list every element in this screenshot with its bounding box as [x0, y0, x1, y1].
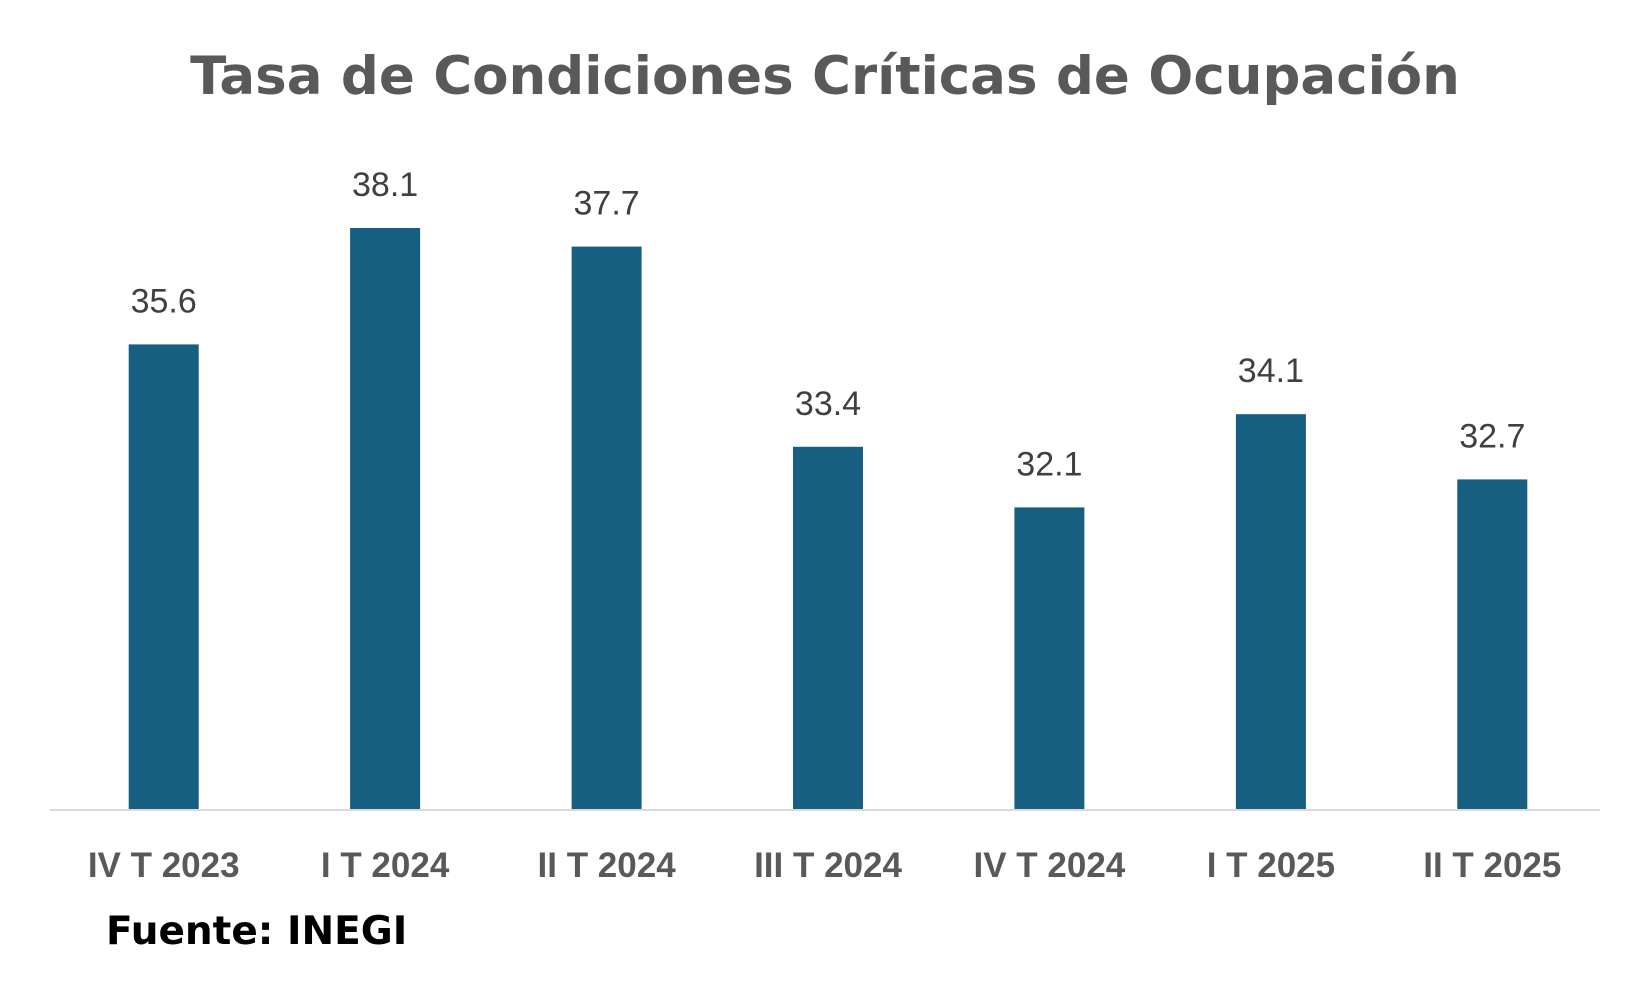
x-tick-label-6: II T 2025 [1423, 846, 1561, 885]
data-label-1: 38.1 [352, 166, 418, 204]
data-label-2: 37.7 [574, 185, 640, 223]
chart-title: Tasa de Condiciones Críticas de Ocupació… [190, 46, 1460, 107]
bar-4 [1014, 507, 1085, 810]
source-note: Fuente: INEGI [106, 909, 407, 954]
data-label-3: 33.4 [795, 385, 861, 423]
bar-1 [350, 228, 421, 810]
data-label-6: 32.7 [1459, 417, 1525, 455]
bar-3 [793, 446, 863, 810]
data-label-5: 34.1 [1238, 352, 1304, 390]
x-tick-label-0: IV T 2023 [88, 846, 240, 885]
data-labels-group: 35.6 38.1 37.7 33.4 32.1 34.1 32.7 [131, 166, 1526, 483]
bar-2 [571, 246, 642, 811]
x-tick-label-5: I T 2025 [1207, 846, 1335, 885]
x-tick-label-3: III T 2024 [754, 846, 902, 885]
x-tick-label-1: I T 2024 [321, 846, 450, 885]
data-label-4: 32.1 [1016, 445, 1082, 483]
bar-6 [1457, 479, 1528, 810]
bar-5 [1235, 414, 1306, 810]
x-tick-label-4: IV T 2024 [974, 846, 1126, 885]
x-tick-label-2: II T 2024 [538, 846, 677, 885]
bar-0 [128, 344, 199, 810]
data-label-0: 35.6 [131, 282, 197, 320]
x-axis-tick-labels: IV T 2023 I T 2024 II T 2024 III T 2024 IV T… [88, 846, 1562, 885]
bars-group [128, 228, 1528, 811]
